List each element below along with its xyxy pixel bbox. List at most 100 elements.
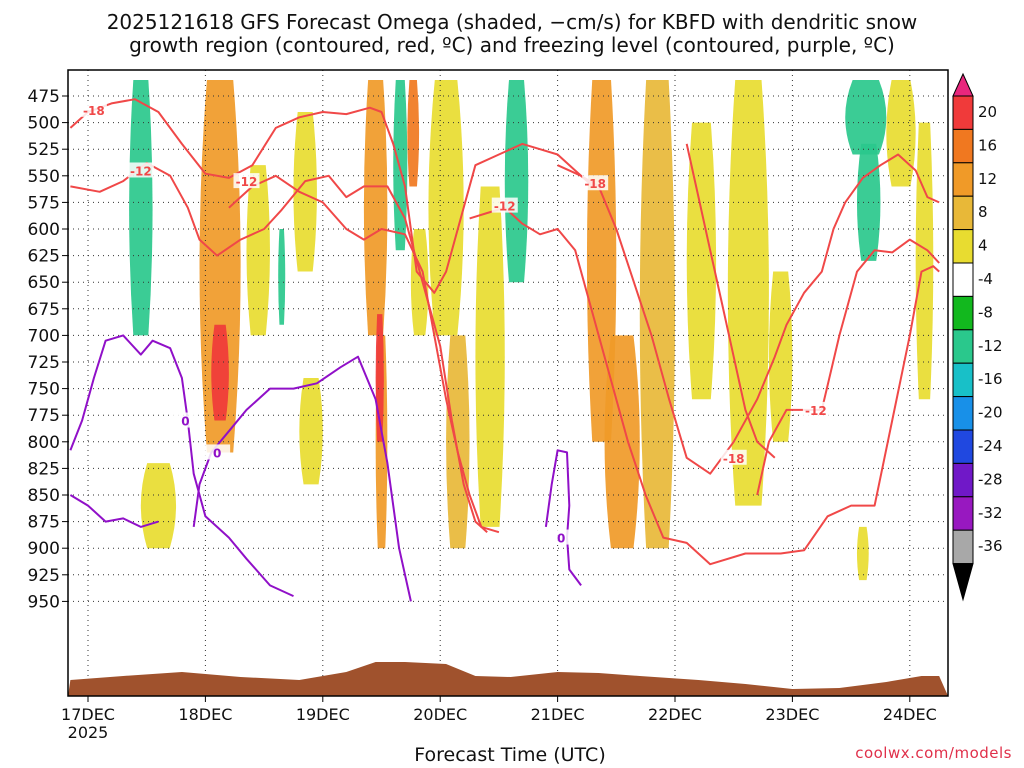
y-tick-label-0: 475	[28, 87, 60, 107]
y-tick-label-15: 850	[28, 486, 60, 506]
colorbar-label-1: 16	[978, 136, 997, 154]
dgz-contour-line-1	[70, 162, 488, 533]
colorbar-label-7: -12	[978, 337, 1003, 355]
omega-band-22	[727, 80, 769, 506]
dgz-contours: -18 -12 -12 -12 -18 -18 -12	[69, 98, 940, 566]
omega-band-4	[246, 165, 270, 336]
omega-band-1	[140, 463, 177, 549]
x-year-label: 2025	[68, 723, 109, 742]
omega-band-23	[768, 271, 793, 442]
chart-title-line-2: growth region (contoured, red, ºC) and f…	[129, 33, 895, 57]
x-tick-label-4: 21DEC	[531, 705, 585, 724]
colorbar-label-8: -16	[978, 370, 1003, 388]
y-tick-label-14: 825	[28, 459, 60, 479]
colorbar-box-8	[952, 329, 974, 364]
omega-band-17	[475, 186, 505, 527]
freezing-contour-line-2	[544, 449, 582, 586]
x-tick-label-7: 24DEC	[883, 705, 937, 724]
omega-shading	[129, 80, 934, 581]
freezing-contour-label-bg-2	[548, 529, 575, 545]
colorbar-label-9: -20	[978, 404, 1003, 422]
omega-band-18	[586, 80, 617, 442]
colorbar-label-3: 8	[978, 203, 988, 221]
colorbar-top-triangle	[952, 72, 974, 97]
terrain-surface	[68, 662, 948, 696]
terrain	[68, 662, 948, 696]
chart-title-line-1: 2025121618 GFS Forecast Omega (shaded, −…	[106, 10, 918, 34]
dgz-contour-line-3	[469, 206, 940, 566]
freezing-contour-label-2: 0	[557, 532, 565, 546]
omega-band-19	[604, 335, 640, 549]
colorbar-label-4: 4	[978, 237, 988, 255]
dgz-contour-label-4: -18	[584, 177, 606, 191]
omega-band-2	[199, 80, 241, 453]
freezing-contour-label-0: 0	[181, 415, 189, 429]
colorbar-box-12	[952, 462, 974, 498]
y-tick-label-16: 875	[28, 513, 60, 533]
plot-frame	[67, 69, 949, 697]
y-tick-label-2: 525	[28, 140, 60, 160]
colorbar-label-13: -36	[978, 537, 1003, 555]
colorbar-box-2	[952, 128, 974, 164]
omega-band-15	[446, 335, 470, 549]
dgz-contour-label-2: -12	[236, 175, 258, 189]
dgz-contour-label-3: -12	[494, 200, 516, 214]
y-tick-label-4: 575	[28, 193, 60, 213]
colorbar-label-2: 12	[978, 170, 997, 188]
y-tick-label-7: 650	[28, 273, 60, 293]
dgz-contour-label-bg-6	[802, 401, 829, 417]
y-tick-label-11: 750	[28, 380, 60, 400]
omega-band-20	[639, 80, 675, 549]
colorbar-box-13	[952, 496, 974, 531]
colorbar-box-11	[952, 429, 974, 464]
colorbar-box-7	[952, 295, 974, 331]
omega-band-6	[293, 111, 317, 272]
omega-band-0	[129, 80, 153, 336]
x-tick-label-3: 20DEC	[413, 705, 467, 724]
y-tick-label-6: 625	[28, 247, 60, 267]
dgz-contour-line-6	[756, 238, 940, 496]
site-credit[interactable]: coolwx.com/models	[855, 744, 1012, 762]
omega-band-27	[856, 526, 869, 581]
colorbar-label-12: -32	[978, 504, 1003, 522]
freezing-contour-label-bg-0	[172, 412, 199, 428]
colorbar-box-10	[952, 396, 974, 431]
y-tick-label-13: 800	[28, 433, 60, 453]
dgz-contour-label-0: -18	[83, 104, 105, 118]
freezing-contour-line-3	[69, 494, 159, 528]
omega-band-3	[211, 324, 229, 421]
dgz-contour-label-1: -12	[130, 164, 152, 178]
dgz-contour-line-2	[228, 174, 500, 534]
colorbar-label-11: -28	[978, 470, 1003, 488]
y-tick-label-8: 675	[28, 300, 60, 320]
colorbar-label-6: -8	[978, 303, 993, 321]
dgz-contour-line-0	[69, 98, 594, 294]
y-tick-label-17: 900	[28, 539, 60, 559]
x-tick-label-1: 18DEC	[178, 705, 232, 724]
freezing-contour-label-1: 0	[213, 446, 221, 460]
dgz-contour-label-bg-2	[233, 173, 260, 189]
freezing-contour-line-0	[69, 334, 294, 598]
omega-band-26	[886, 80, 916, 187]
colorbar-box-6	[952, 262, 974, 297]
colorbar-box-3	[952, 162, 974, 197]
colorbar-label-10: -24	[978, 437, 1003, 455]
x-axis-label: Forecast Time (UTC)	[414, 744, 606, 766]
axes: 475 500 525 550 575 600 625 650 675 700 725 750 775 8…	[28, 69, 949, 742]
colorbar-box-5	[952, 229, 974, 264]
omega-band-16	[504, 80, 529, 283]
omega-band-21	[686, 122, 717, 400]
dgz-contour-line-5	[685, 143, 776, 459]
dgz-contour-label-bg-4	[582, 175, 609, 191]
omega-band-5	[278, 229, 286, 325]
y-tick-label-19: 950	[28, 592, 60, 612]
colorbar-box-9	[952, 362, 974, 398]
omega-band-11	[393, 80, 408, 251]
colorbar-label-0: 20	[978, 103, 997, 121]
colorbar-box-4	[952, 195, 974, 231]
x-tick-label-0: 17DEC	[61, 705, 115, 724]
colorbar-label-5: -4	[978, 270, 993, 288]
omega-band-24	[845, 80, 887, 155]
freezing-contour-label-bg-1	[204, 444, 231, 460]
